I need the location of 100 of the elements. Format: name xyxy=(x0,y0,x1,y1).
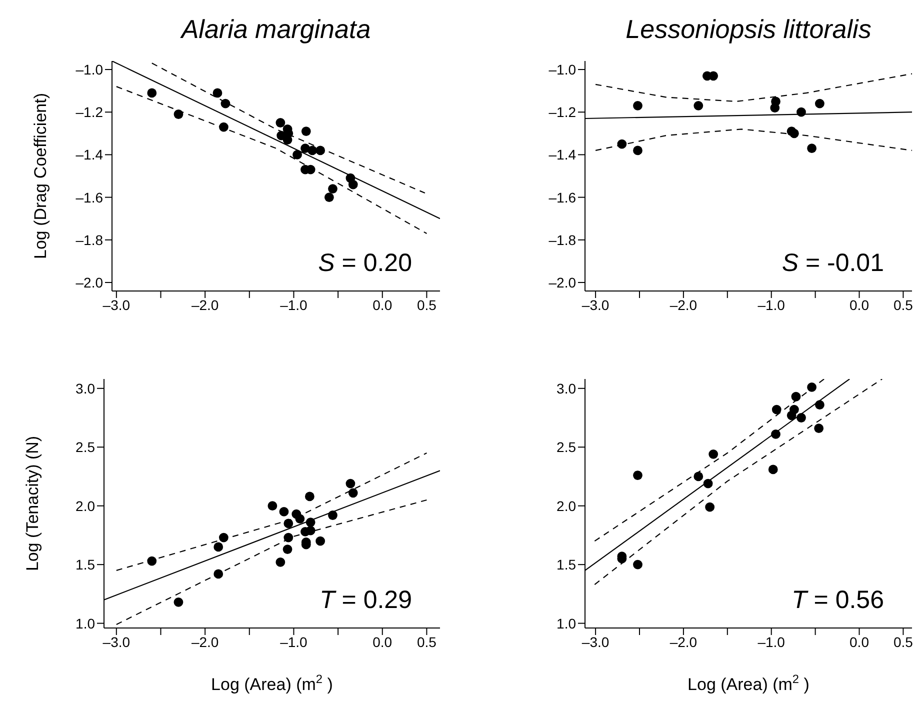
x-tick-label: 0.0 xyxy=(850,296,870,313)
x-tick-label: –2.0 xyxy=(191,296,219,313)
annotation: T = 0.29 xyxy=(320,586,412,614)
point xyxy=(705,502,715,512)
annotation: T = 0.56 xyxy=(792,586,884,614)
annotation: S = -0.01 xyxy=(782,249,884,277)
point xyxy=(814,424,824,434)
y-tick-label: 3.0 xyxy=(76,380,96,396)
point xyxy=(306,518,316,527)
point xyxy=(807,144,816,154)
y-tick-label: –1.4 xyxy=(548,146,576,163)
point xyxy=(174,110,184,119)
point xyxy=(348,180,358,190)
y-axis-title: Log (Drag Coefficient) xyxy=(31,93,50,259)
point xyxy=(284,518,294,528)
y-tick-label: –2.0 xyxy=(76,274,104,290)
x-tick-label: 0.5 xyxy=(416,634,437,650)
point xyxy=(790,404,799,414)
x-tick-label: –2.0 xyxy=(670,296,698,313)
x-tick-label: –3.0 xyxy=(582,296,610,313)
point xyxy=(708,449,718,459)
point xyxy=(316,146,326,156)
x-tick-label: –1.0 xyxy=(758,634,786,650)
y-tick-label: –1.4 xyxy=(76,146,104,163)
y-axis-title: Log (Tenacity) (N) xyxy=(23,436,42,572)
y-tick-label: –1.8 xyxy=(548,232,576,248)
y-tick-label: –1.6 xyxy=(548,189,576,206)
point xyxy=(324,192,334,202)
point xyxy=(633,146,642,156)
point xyxy=(348,488,358,498)
x-tick-label: 0.0 xyxy=(850,634,870,650)
point xyxy=(268,501,278,511)
point xyxy=(284,532,294,542)
x-tick-label: 0.5 xyxy=(416,296,437,313)
y-tick-label: 1.0 xyxy=(556,615,576,632)
point xyxy=(791,392,801,402)
annotation: S = 0.20 xyxy=(318,249,412,277)
x-tick-label: –2.0 xyxy=(670,634,698,650)
y-tick-label: 2.5 xyxy=(76,439,96,456)
x-axis-title: Log (Area) (m$^{2}$) xyxy=(688,672,810,694)
y-tick-label: 1.5 xyxy=(556,556,576,573)
point xyxy=(276,558,286,567)
point xyxy=(276,118,286,128)
point xyxy=(807,382,816,392)
point xyxy=(301,126,311,136)
x-tick-label: –3.0 xyxy=(582,634,610,650)
y-tick-label: –1.0 xyxy=(548,61,576,78)
point xyxy=(694,101,704,110)
point xyxy=(295,514,305,524)
point xyxy=(292,150,302,160)
point xyxy=(768,464,778,474)
point xyxy=(174,597,184,607)
point xyxy=(308,146,318,156)
point xyxy=(815,400,824,410)
point xyxy=(770,103,780,113)
point xyxy=(279,507,289,516)
point xyxy=(212,88,222,98)
point xyxy=(346,478,356,488)
point xyxy=(304,492,314,502)
point xyxy=(328,184,338,194)
y-tick-label: –1.2 xyxy=(76,104,104,120)
x-tick-label: 0.5 xyxy=(893,634,914,650)
y-tick-label: –1.6 xyxy=(76,189,104,206)
point xyxy=(218,532,228,542)
point xyxy=(694,472,704,482)
point xyxy=(147,88,157,98)
y-tick-label: –2.0 xyxy=(548,274,576,290)
y-tick-label: 2.0 xyxy=(556,498,576,514)
x-axis-title: Log (Area) (m$^{2}$) xyxy=(211,672,333,694)
x-tick-label: –3.0 xyxy=(102,634,130,650)
x-tick-label: –3.0 xyxy=(102,296,130,313)
point xyxy=(796,413,806,422)
x-tick-label: –1.0 xyxy=(758,296,786,313)
point xyxy=(214,542,224,552)
point xyxy=(633,560,642,570)
point xyxy=(796,107,806,117)
point xyxy=(815,98,824,108)
point xyxy=(306,526,316,536)
chart-title: Lessoniopsis littoralis xyxy=(624,14,872,45)
point xyxy=(214,569,224,579)
point xyxy=(617,139,627,149)
point xyxy=(790,128,799,138)
point xyxy=(316,536,326,546)
y-tick-label: 1.5 xyxy=(76,556,96,573)
x-tick-label: –1.0 xyxy=(280,634,308,650)
point xyxy=(147,556,157,566)
point xyxy=(772,404,782,414)
point xyxy=(703,478,713,488)
y-tick-label: –1.2 xyxy=(548,104,576,120)
y-tick-label: –1.8 xyxy=(76,232,104,248)
chart-title: Alaria marginata xyxy=(179,14,372,45)
x-tick-label: 0.0 xyxy=(372,634,392,650)
point xyxy=(220,98,230,108)
y-tick-label: 3.0 xyxy=(556,380,576,396)
point xyxy=(771,430,780,439)
y-tick-label: –1.0 xyxy=(76,61,104,78)
x-tick-label: –2.0 xyxy=(191,634,219,650)
x-tick-label: 0.0 xyxy=(372,296,392,313)
point xyxy=(633,470,642,480)
y-tick-label: 1.0 xyxy=(76,615,96,632)
